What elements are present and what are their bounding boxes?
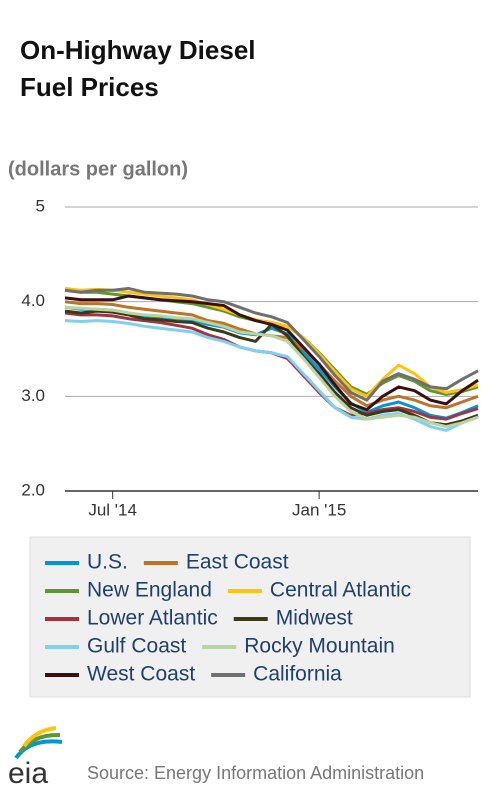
y-axis-label: (dollars per gallon): [8, 158, 188, 180]
y-tick-label: 4.0: [21, 291, 45, 310]
y-tick-label: 2.0: [21, 480, 45, 499]
legend-label: U.S.: [87, 551, 128, 574]
legend-label: East Coast: [186, 551, 289, 574]
legend-label: Gulf Coast: [87, 635, 186, 658]
x-tick-label: Jul '14: [88, 500, 137, 519]
legend-label: Midwest: [276, 607, 353, 630]
legend-label: New England: [87, 579, 212, 602]
series-line: [64, 286, 479, 402]
chart-title: On-Highway Diesel: [20, 35, 256, 65]
source: Source: Energy Information Administratio…: [87, 763, 424, 783]
legend-label: Central Atlantic: [270, 579, 411, 602]
y-tick-label: 5: [36, 196, 45, 215]
legend-label: West Coast: [87, 663, 195, 686]
legend-label: Rocky Mountain: [244, 635, 395, 658]
y-tick-label: 3.0: [21, 386, 45, 405]
series-line: [64, 294, 479, 412]
series-line: [64, 286, 479, 398]
chart-title: Fuel Prices: [20, 72, 159, 102]
legend-label: California: [253, 663, 342, 686]
series-line: [64, 305, 479, 429]
eia-logo: eia: [8, 726, 63, 790]
logo-text: eia: [8, 757, 48, 790]
x-tick-label: Jan '15: [292, 500, 346, 519]
legend-label: Lower Atlantic: [87, 607, 218, 630]
